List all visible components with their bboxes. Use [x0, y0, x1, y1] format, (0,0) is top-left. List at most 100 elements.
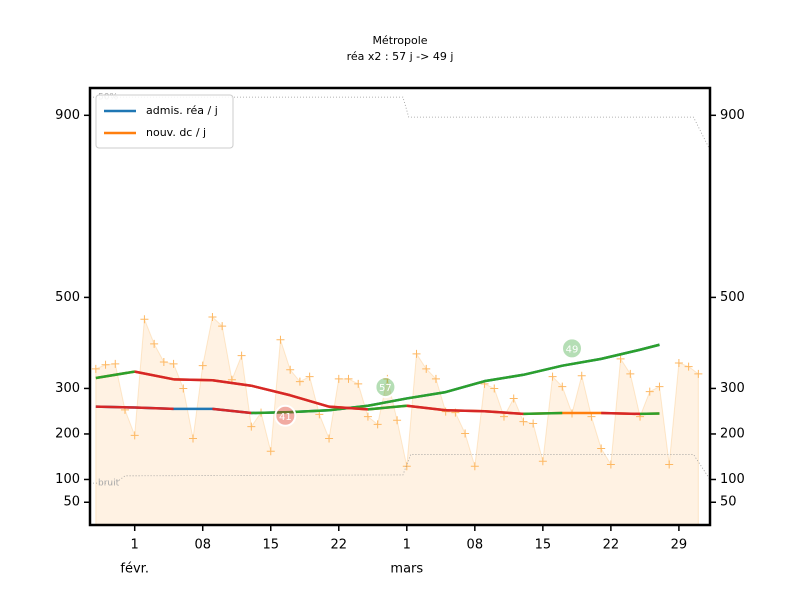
- trend-segment: [484, 373, 524, 383]
- raw-marker: [208, 312, 217, 321]
- trend-segment: [134, 406, 174, 411]
- y-tick-label: 300: [55, 381, 80, 396]
- trend-segment: [406, 404, 446, 412]
- trend-segment: [639, 343, 660, 351]
- legend-label: nouv. dc / j: [146, 126, 206, 139]
- raw-marker: [111, 359, 120, 368]
- annotation-badge: [374, 376, 397, 399]
- raw-marker: [558, 382, 567, 391]
- raw-marker: [441, 407, 450, 416]
- raw-marker: [91, 364, 100, 373]
- trend-segment: [562, 357, 602, 367]
- trend-segment: [289, 394, 330, 408]
- raw-marker: [130, 431, 139, 440]
- trend-segment: [95, 405, 135, 409]
- plot-frame: [88, 86, 712, 527]
- reference-label: bruit: [98, 479, 120, 489]
- raw-marker: [645, 387, 654, 396]
- x-tick-label: 1: [403, 538, 411, 553]
- y-tick-label: 500: [55, 290, 80, 305]
- y2-tick-label: 50: [720, 495, 737, 510]
- y2-tick-label: 500: [720, 290, 745, 305]
- raw-marker: [373, 420, 382, 429]
- trend-segment: [173, 378, 213, 382]
- raw-marker: [159, 358, 168, 367]
- trend-segment: [523, 411, 563, 416]
- raw-marker: [548, 372, 557, 381]
- y-tick-label: 200: [55, 426, 80, 441]
- month-label: mars: [390, 562, 423, 577]
- trend-segment: [367, 404, 407, 411]
- raw-marker: [354, 379, 363, 388]
- raw-marker: [334, 374, 343, 383]
- raw-marker: [674, 358, 683, 367]
- annotation-badge: [274, 404, 297, 427]
- y-tick-label: 900: [55, 108, 80, 123]
- legend-box: [95, 94, 234, 149]
- chart-subtitle: réa x2 : 57 j -> 49 j: [347, 50, 454, 63]
- raw-marker: [198, 361, 207, 370]
- raw-marker: [499, 412, 508, 421]
- raw-marker: [490, 384, 499, 393]
- legend-label: admis. réa / j: [146, 104, 218, 117]
- raw-marker: [509, 394, 518, 403]
- raw-marker: [179, 384, 188, 393]
- reference-line: [90, 96, 711, 151]
- raw-marker: [101, 360, 110, 369]
- raw-marker: [412, 349, 421, 358]
- reference-line: [90, 454, 711, 484]
- annotation-text: 41: [279, 412, 292, 423]
- trend-segment: [601, 411, 641, 416]
- y2-tick-label: 200: [720, 426, 745, 441]
- y2-tick-label: 100: [720, 472, 745, 487]
- x-tick-label: 22: [331, 538, 348, 553]
- x-tick-label: 08: [194, 538, 211, 553]
- annotation-badge: [561, 337, 584, 360]
- raw-marker: [431, 374, 440, 383]
- raw-marker: [461, 429, 470, 438]
- raw-marker: [150, 339, 159, 348]
- x-tick-label: 15: [262, 538, 279, 553]
- trend-segment: [95, 370, 135, 380]
- x-tick-label: 22: [603, 538, 620, 553]
- raw-marker: [626, 369, 635, 378]
- trend-segment: [600, 348, 641, 361]
- trend-segment: [445, 379, 485, 394]
- y2-tick-label: 300: [720, 381, 745, 396]
- x-tick-label: 1: [131, 538, 139, 553]
- raw-marker: [577, 371, 586, 380]
- raw-marker: [189, 434, 198, 443]
- raw-marker: [606, 460, 615, 469]
- raw-marker: [169, 359, 178, 368]
- raw-marker: [344, 374, 353, 383]
- raw-marker: [616, 354, 625, 363]
- raw-marker: [422, 364, 431, 373]
- raw-marker: [295, 377, 304, 386]
- trend-segment: [134, 370, 174, 381]
- raw-marker: [694, 369, 703, 378]
- trend-segment: [445, 409, 485, 413]
- trend-segment: [251, 410, 291, 415]
- annotation-text: 57: [379, 383, 392, 394]
- raw-marker: [363, 412, 372, 421]
- raw-marker: [393, 416, 402, 425]
- raw-marker: [470, 462, 479, 471]
- raw-marker: [305, 372, 314, 381]
- raw-marker: [538, 457, 547, 466]
- month-label: févr.: [120, 562, 149, 577]
- trend-segment: [523, 364, 563, 376]
- trend-segment: [290, 409, 330, 414]
- x-tick-label: 15: [535, 538, 552, 553]
- raw-marker: [519, 417, 528, 426]
- raw-marker: [218, 322, 227, 331]
- raw-marker: [276, 335, 285, 344]
- trend-segment: [406, 390, 446, 400]
- annotation-text: 49: [566, 344, 579, 355]
- raw-marker: [665, 460, 674, 469]
- chart-title: Métropole: [372, 34, 427, 47]
- x-tick-label: 29: [671, 538, 688, 553]
- trend-segment: [367, 397, 408, 407]
- x-tick-label: 08: [467, 538, 484, 553]
- raw-marker: [597, 444, 606, 453]
